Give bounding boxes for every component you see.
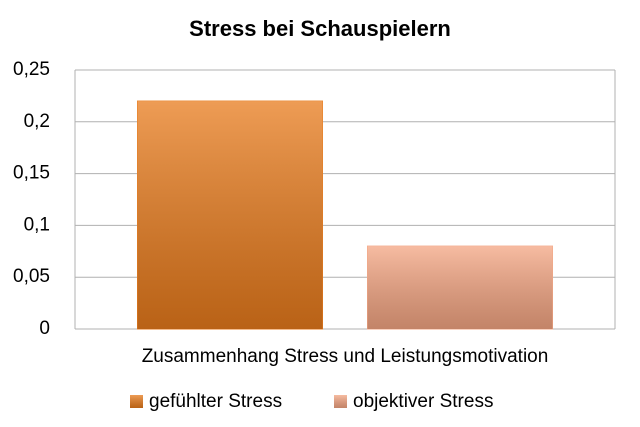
legend-label: gefühlter Stress bbox=[149, 391, 282, 412]
y-tick-label: 0 bbox=[39, 318, 50, 339]
legend-label: objektiver Stress bbox=[353, 391, 493, 412]
y-tick-label: 0,25 bbox=[13, 59, 50, 80]
x-tick-label: Zusammenhang Stress und Leistungsmotivat… bbox=[142, 346, 549, 367]
y-tick-label: 0,2 bbox=[24, 111, 50, 132]
legend-swatch-shade bbox=[130, 395, 143, 408]
y-tick-label: 0,1 bbox=[24, 214, 50, 235]
y-tick-label: 0,05 bbox=[13, 266, 50, 287]
legend-swatch-shade bbox=[334, 395, 347, 408]
bar-shade bbox=[367, 246, 553, 329]
bar-shade bbox=[137, 101, 323, 329]
y-tick-label: 0,15 bbox=[13, 163, 50, 184]
chart-title: Stress bei Schauspielern bbox=[189, 16, 451, 41]
